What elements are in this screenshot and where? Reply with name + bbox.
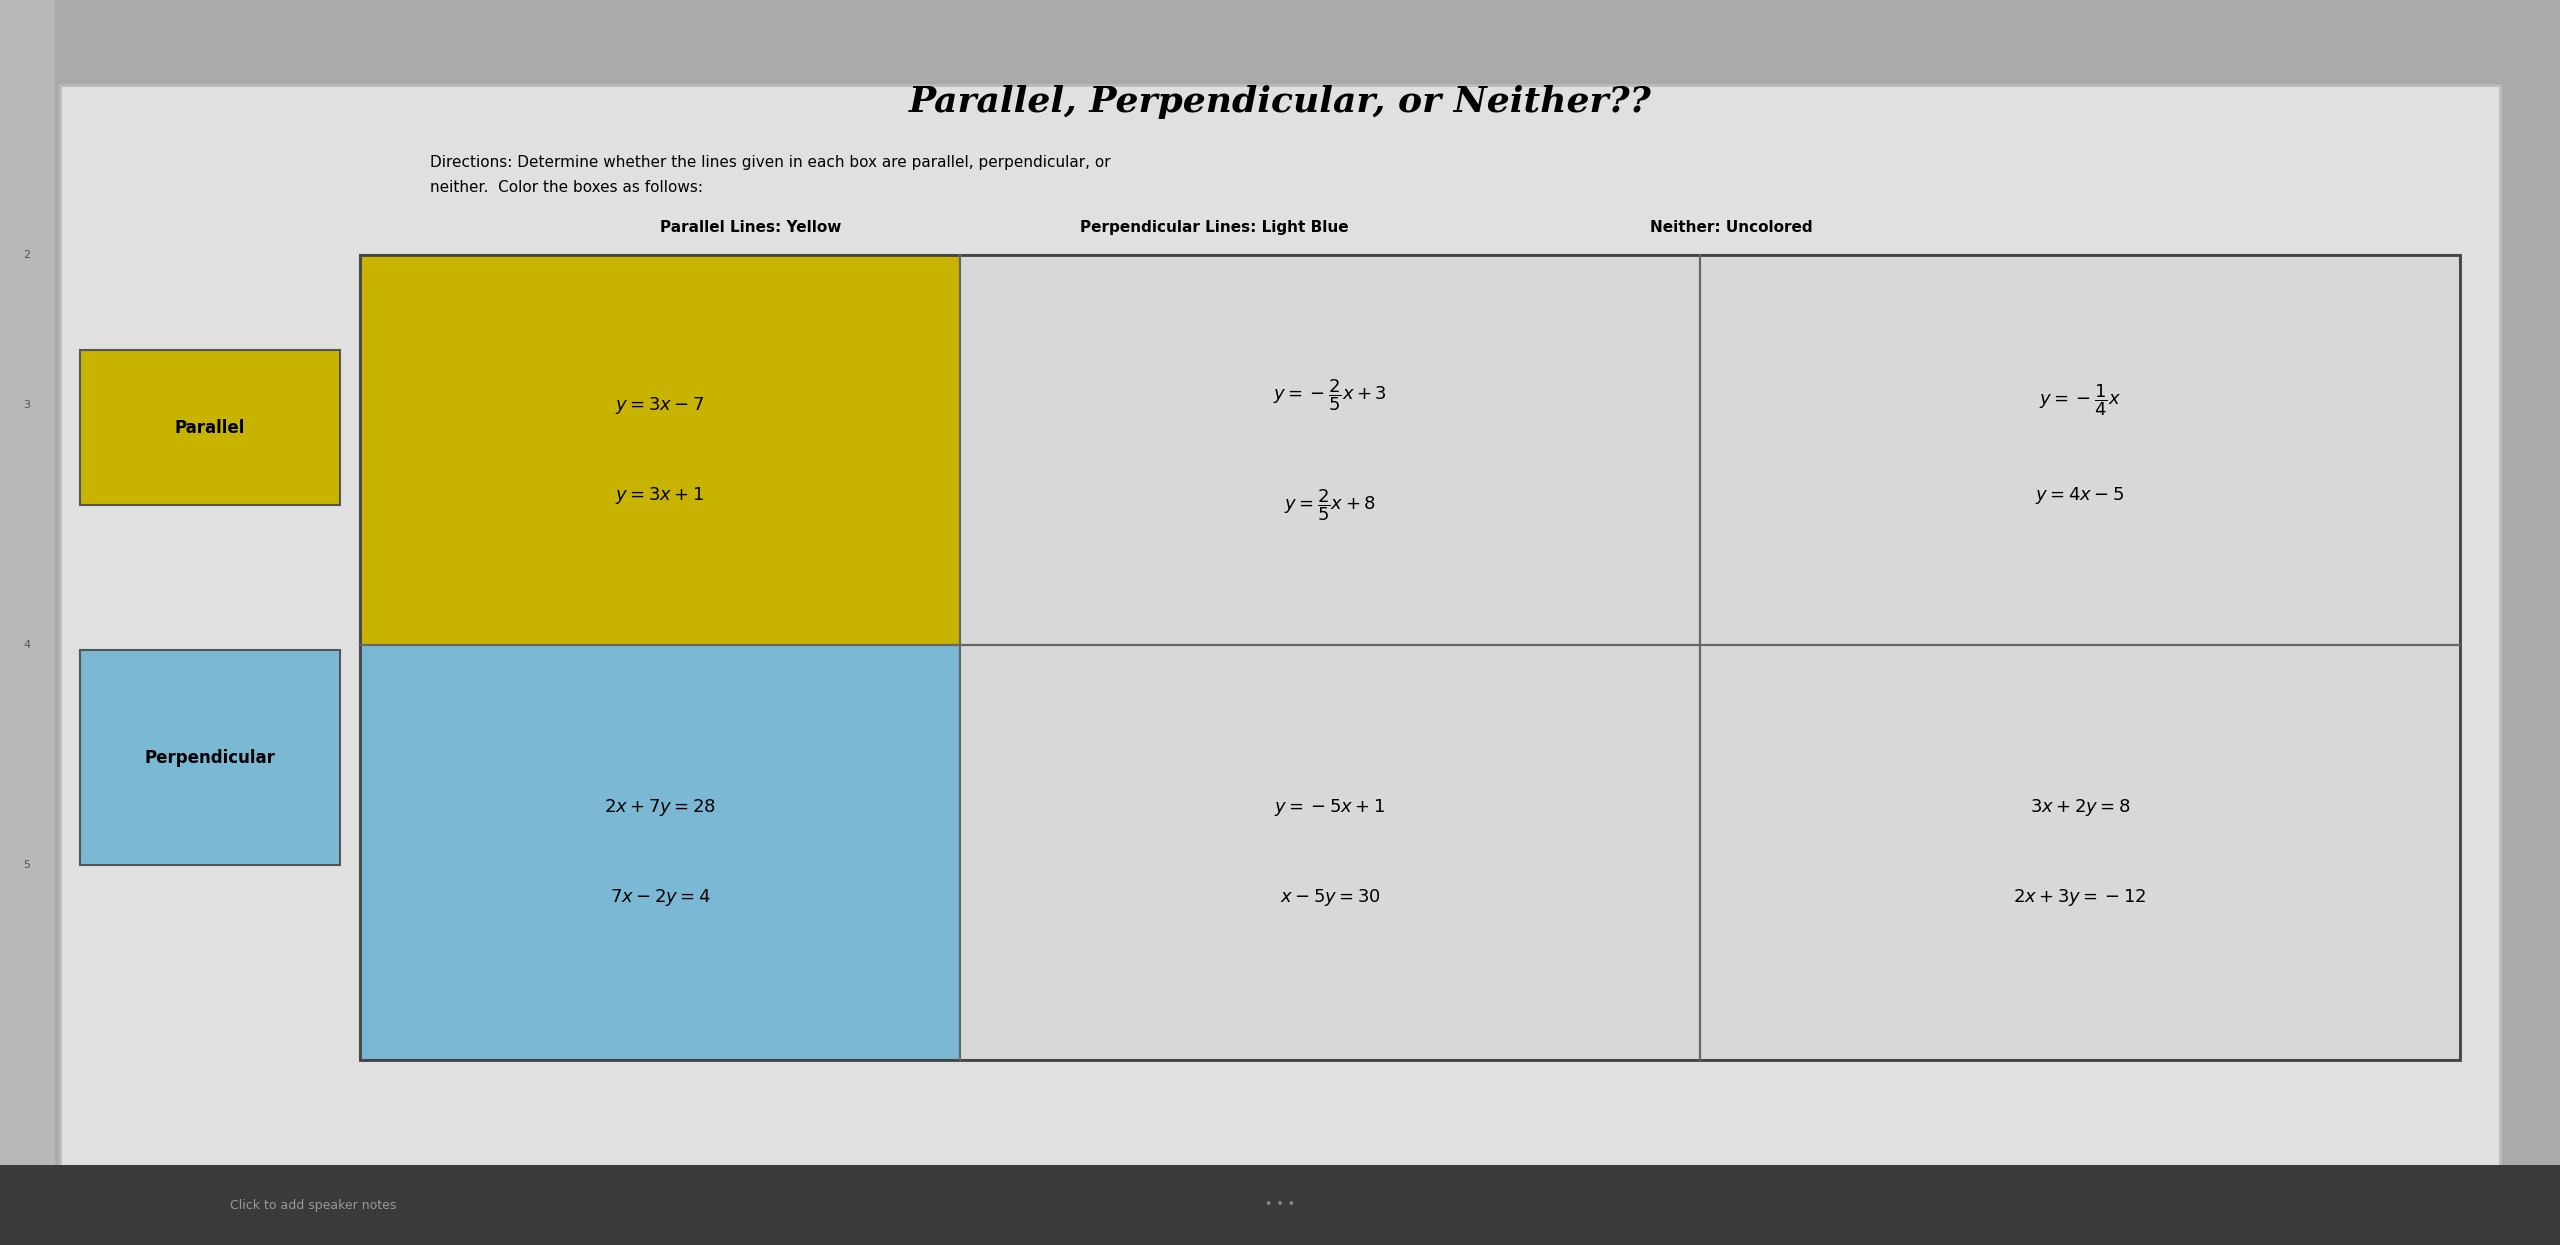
Text: $x - 5y = 30$: $x - 5y = 30$ xyxy=(1280,886,1380,908)
Text: $2x + 7y = 28$: $2x + 7y = 28$ xyxy=(604,797,717,818)
Text: $y = 3x + 1$: $y = 3x + 1$ xyxy=(614,484,704,505)
Bar xyxy=(79,650,340,865)
Bar xyxy=(1700,645,2460,1059)
Bar xyxy=(79,350,340,505)
Text: $y = \dfrac{2}{5}x + 8$: $y = \dfrac{2}{5}x + 8$ xyxy=(1285,487,1375,523)
Text: $y = 3x - 7$: $y = 3x - 7$ xyxy=(614,395,704,416)
Text: Click to add speaker notes: Click to add speaker notes xyxy=(230,1199,397,1211)
Text: $2x + 3y = -12$: $2x + 3y = -12$ xyxy=(2012,886,2148,908)
Text: Perpendicular Lines: Light Blue: Perpendicular Lines: Light Blue xyxy=(1080,220,1349,235)
Bar xyxy=(361,255,2460,1059)
Text: $y = -\dfrac{2}{5}x + 3$: $y = -\dfrac{2}{5}x + 3$ xyxy=(1272,377,1388,413)
Bar xyxy=(960,255,1700,645)
Text: $y = -5x + 1$: $y = -5x + 1$ xyxy=(1275,797,1385,818)
Text: $y = 4x - 5$: $y = 4x - 5$ xyxy=(2035,484,2125,505)
Bar xyxy=(361,645,960,1059)
Text: Perpendicular: Perpendicular xyxy=(143,749,276,767)
Text: neither.  Color the boxes as follows:: neither. Color the boxes as follows: xyxy=(430,181,704,195)
Text: $y = -\dfrac{1}{4}x$: $y = -\dfrac{1}{4}x$ xyxy=(2040,382,2120,418)
Text: 4: 4 xyxy=(23,640,31,650)
Text: • • •: • • • xyxy=(1265,1199,1295,1211)
Text: 5: 5 xyxy=(23,860,31,870)
Bar xyxy=(1700,255,2460,645)
Bar xyxy=(0,1165,2560,1245)
Text: $3x + 2y = 8$: $3x + 2y = 8$ xyxy=(2030,797,2130,818)
Text: 2: 2 xyxy=(23,250,31,260)
Bar xyxy=(361,255,960,645)
Text: $7x - 2y = 4$: $7x - 2y = 4$ xyxy=(609,886,712,908)
Text: Directions: Determine whether the lines given in each box are parallel, perpendi: Directions: Determine whether the lines … xyxy=(430,154,1111,171)
Text: Parallel Lines: Yellow: Parallel Lines: Yellow xyxy=(660,220,842,235)
Bar xyxy=(960,645,1700,1059)
Bar xyxy=(59,85,2501,1185)
Text: Neither: Uncolored: Neither: Uncolored xyxy=(1651,220,1812,235)
Text: 3: 3 xyxy=(23,400,31,410)
Bar xyxy=(0,0,54,1165)
Text: Parallel, Perpendicular, or Neither??: Parallel, Perpendicular, or Neither?? xyxy=(909,85,1651,120)
Text: Parallel: Parallel xyxy=(174,420,246,437)
